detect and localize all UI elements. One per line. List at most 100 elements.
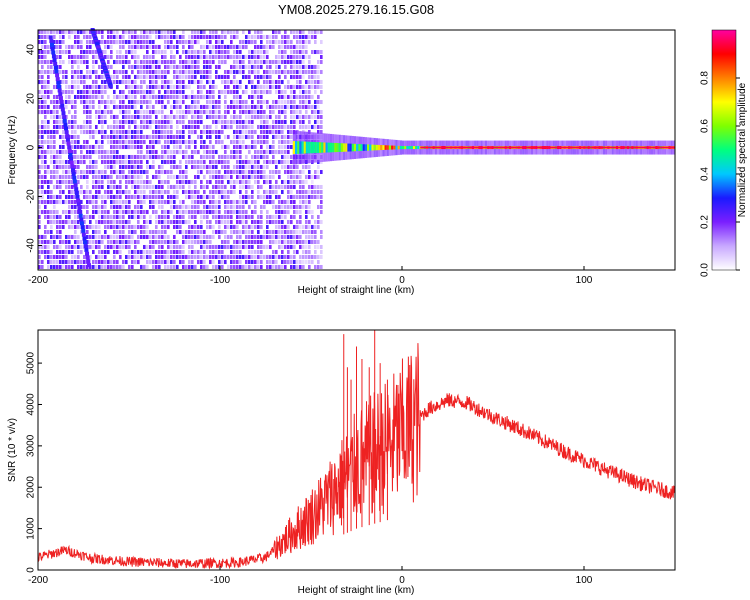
- heatmap-cell: [143, 185, 146, 189]
- heatmap-cell: [47, 185, 50, 189]
- heatmap-cell: [245, 130, 248, 134]
- heatmap-cell: [158, 45, 161, 49]
- heatmap-cell: [137, 160, 140, 164]
- heatmap-cell: [158, 70, 161, 74]
- heatmap-cell: [155, 35, 158, 39]
- heatmap-cell: [128, 80, 131, 84]
- heatmap-cell: [188, 160, 191, 164]
- heatmap-cell: [104, 265, 107, 269]
- heatmap-cell: [59, 120, 62, 124]
- heatmap-cell: [146, 90, 149, 94]
- heatmap-cell: [149, 145, 152, 149]
- heatmap-cell: [98, 215, 101, 219]
- heatmap-cell: [56, 30, 59, 34]
- heatmap-cell: [233, 70, 236, 74]
- heatmap-cell: [59, 235, 62, 239]
- heatmap-cell: [104, 195, 107, 199]
- heatmap-cell: [203, 110, 206, 114]
- heatmap-cell: [161, 130, 164, 134]
- heatmap-cell: [218, 175, 221, 179]
- heatmap-cell: [221, 215, 224, 219]
- heatmap-cell: [266, 80, 269, 84]
- heatmap-cell: [206, 125, 209, 129]
- heatmap-cell: [266, 135, 269, 139]
- heatmap-trace-cell: [67, 149, 72, 154]
- heatmap-cell: [116, 260, 119, 264]
- heatmap-cell: [101, 220, 104, 224]
- heatmap-cell: [308, 240, 311, 244]
- heatmap-cell: [149, 250, 152, 254]
- heatmap-cell: [137, 55, 140, 59]
- heatmap-carrier-cell: [386, 145, 389, 150]
- heatmap-cell: [74, 210, 77, 214]
- heatmap-cell: [50, 110, 53, 114]
- heatmap-cell: [134, 65, 137, 69]
- heatmap-cell: [203, 190, 206, 194]
- heatmap-cell: [197, 260, 200, 264]
- heatmap-cell: [197, 235, 200, 239]
- heatmap-cell: [302, 185, 305, 189]
- heatmap-cell: [305, 90, 308, 94]
- heatmap-cell: [59, 50, 62, 54]
- heatmap-cell: [290, 130, 293, 134]
- heatmap-cell: [179, 260, 182, 264]
- heatmap-cell: [113, 115, 116, 119]
- heatmap-cell: [263, 70, 266, 74]
- heatmap-cell: [254, 210, 257, 214]
- heatmap-cell: [188, 230, 191, 234]
- heatmap-cell: [80, 100, 83, 104]
- heatmap-cell: [71, 200, 74, 204]
- heatmap-cell: [134, 215, 137, 219]
- heatmap-cell: [107, 65, 110, 69]
- heatmap-cell: [212, 30, 215, 34]
- heatmap-cell: [287, 40, 290, 44]
- heatmap-cell: [209, 105, 212, 109]
- heatmap-cell: [251, 200, 254, 204]
- heatmap-cell: [194, 235, 197, 239]
- heatmap-cell: [245, 45, 248, 49]
- heatmap-cell: [44, 30, 47, 34]
- heatmap-cell: [71, 30, 74, 34]
- heatmap-cell: [152, 135, 155, 139]
- heatmap-cell: [266, 85, 269, 89]
- heatmap-cell: [146, 50, 149, 54]
- heatmap-cell: [146, 210, 149, 214]
- heatmap-cell: [197, 50, 200, 54]
- heatmap-cell: [185, 155, 188, 159]
- heatmap-cell: [314, 115, 317, 119]
- heatmap-cell: [281, 225, 284, 229]
- heatmap-cell: [83, 30, 86, 34]
- heatmap-cell: [197, 125, 200, 129]
- heatmap-cell: [149, 235, 152, 239]
- heatmap-cell: [53, 265, 56, 269]
- heatmap-cell: [218, 105, 221, 109]
- heatmap-cell: [65, 220, 68, 224]
- heatmap-cell: [86, 235, 89, 239]
- heatmap-cell: [224, 80, 227, 84]
- heatmap-cell: [131, 250, 134, 254]
- heatmap-cell: [146, 155, 149, 159]
- heatmap-cell: [116, 200, 119, 204]
- heatmap-cell: [284, 265, 287, 269]
- heatmap-carrier-cell: [351, 143, 354, 152]
- heatmap-cell: [104, 255, 107, 259]
- heatmap-cell: [65, 210, 68, 214]
- heatmap-cell: [248, 150, 251, 154]
- heatmap-cell: [248, 165, 251, 169]
- heatmap-cell: [101, 250, 104, 254]
- heatmap-cell: [299, 45, 302, 49]
- heatmap-cell: [104, 130, 107, 134]
- heatmap-cell: [167, 65, 170, 69]
- heatmap-cell: [254, 110, 257, 114]
- heatmap-cell: [146, 35, 149, 39]
- heatmap-cell: [53, 140, 56, 144]
- heatmap-cell: [95, 225, 98, 229]
- heatmap-cell: [164, 160, 167, 164]
- heatmap-cell: [260, 255, 263, 259]
- heatmap-cell: [269, 35, 272, 39]
- heatmap-cell: [95, 205, 98, 209]
- heatmap-cell: [92, 195, 95, 199]
- heatmap-cell: [188, 45, 191, 49]
- heatmap-cell: [86, 115, 89, 119]
- heatmap-cell: [110, 240, 113, 244]
